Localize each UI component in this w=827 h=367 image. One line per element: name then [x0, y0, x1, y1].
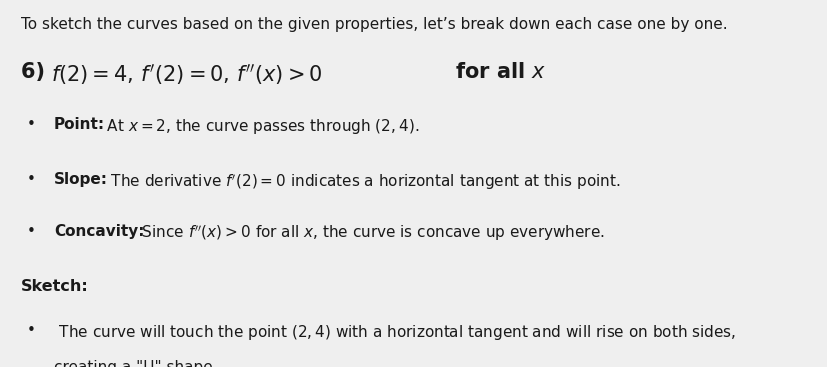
- Text: •: •: [26, 117, 36, 132]
- Text: $f(2) = 4,\, f'(2) = 0,\, f''(x) > 0$: $f(2) = 4,\, f'(2) = 0,\, f''(x) > 0$: [50, 62, 322, 87]
- Text: •: •: [26, 323, 36, 338]
- Text: The curve will touch the point $(2, 4)$ with a horizontal tangent and will rise : The curve will touch the point $(2, 4)$ …: [54, 323, 735, 342]
- Text: 6): 6): [21, 62, 52, 82]
- Text: •: •: [26, 224, 36, 239]
- Text: Concavity:: Concavity:: [54, 224, 144, 239]
- Text: for all $x$: for all $x$: [447, 62, 546, 82]
- Text: creating a "U" shape.: creating a "U" shape.: [54, 360, 218, 367]
- Text: •: •: [26, 172, 36, 188]
- Text: At $x = 2$, the curve passes through $(2, 4)$.: At $x = 2$, the curve passes through $(2…: [102, 117, 418, 137]
- Text: The derivative $f'(2) = 0$ indicates a horizontal tangent at this point.: The derivative $f'(2) = 0$ indicates a h…: [106, 172, 619, 192]
- Text: Point:: Point:: [54, 117, 105, 132]
- Text: Sketch:: Sketch:: [21, 279, 88, 294]
- Text: To sketch the curves based on the given properties, let’s break down each case o: To sketch the curves based on the given …: [21, 17, 726, 32]
- Text: Since $f''(x) > 0$ for all $x$, the curve is concave up everywhere.: Since $f''(x) > 0$ for all $x$, the curv…: [137, 224, 605, 243]
- Text: Slope:: Slope:: [54, 172, 108, 188]
